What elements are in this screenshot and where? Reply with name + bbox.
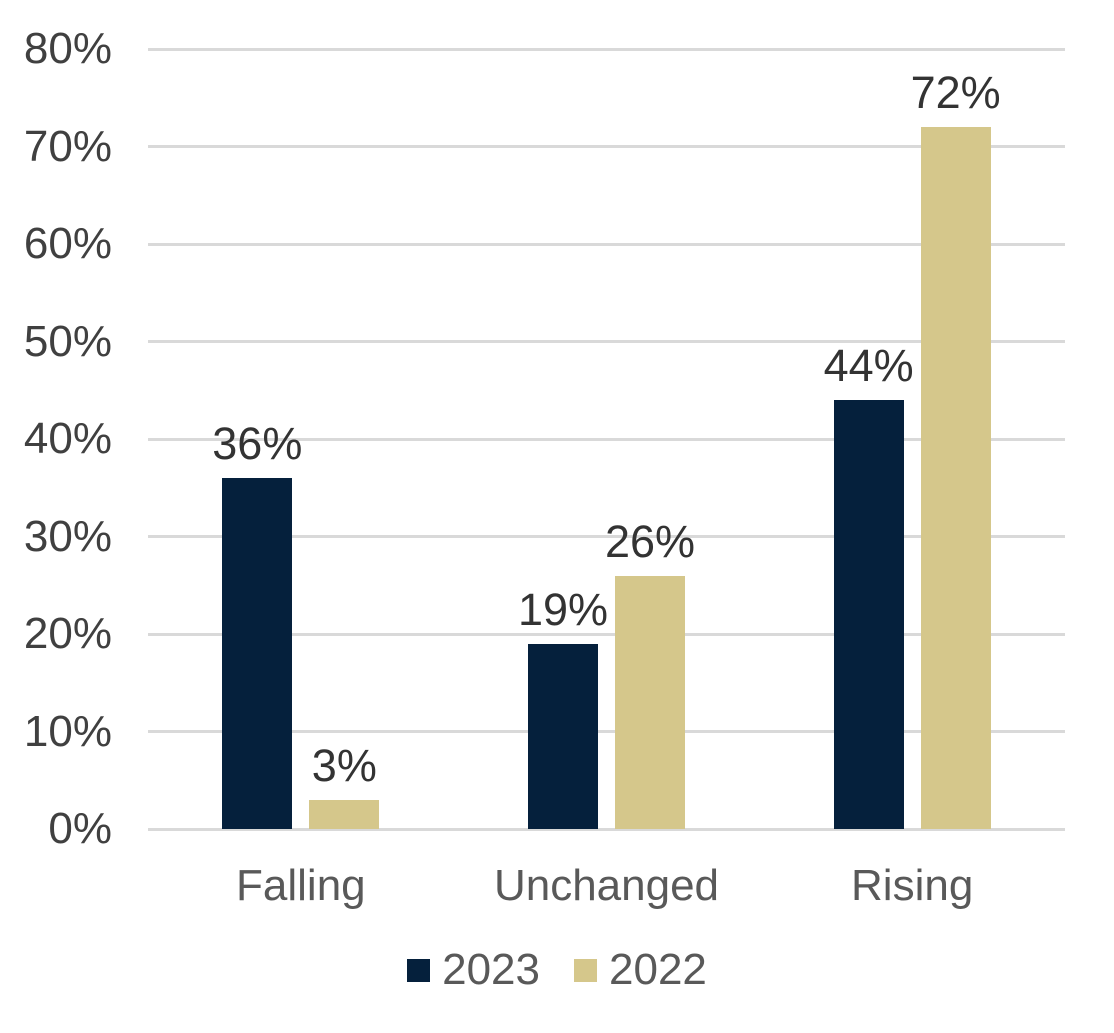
bar-2022-rising (920, 127, 991, 829)
bar-2022-falling (309, 799, 380, 829)
x-category-label-unchanged: Unchanged (493, 861, 720, 910)
gridline-30% (148, 535, 1065, 538)
y-tick-label-30%: 30% (23, 511, 112, 561)
data-label-2022-falling: 3% (311, 739, 377, 791)
legend-item-2022: 2022 (574, 946, 707, 994)
data-label-2023-falling: 36% (212, 418, 303, 469)
y-tick-label-10%: 10% (23, 706, 112, 756)
gridline-60% (148, 242, 1065, 246)
data-label-2023-unchanged: 19% (517, 583, 609, 635)
legend-swatch-2023 (407, 958, 431, 982)
y-tick-label-40%: 40% (23, 414, 112, 463)
legend-item-2023: 2023 (407, 946, 540, 994)
data-label-2023-rising: 44% (823, 340, 914, 391)
bar-2023-rising (833, 400, 904, 829)
data-label-2022-rising: 72% (910, 67, 1001, 118)
legend-label-2022: 2022 (609, 945, 707, 994)
x-category-label-falling: Falling (236, 861, 366, 910)
y-tick-label-70%: 70% (23, 121, 112, 171)
gridline-20% (148, 632, 1065, 636)
gridline-80% (148, 47, 1065, 51)
legend-label-2023: 2023 (442, 945, 540, 994)
gridline-50% (148, 340, 1065, 343)
gridline-40% (148, 437, 1065, 441)
y-tick-label-80%: 80% (23, 24, 112, 73)
bar-2022-unchanged (615, 575, 685, 829)
gridline-10% (148, 730, 1065, 733)
y-tick-label-20%: 20% (23, 609, 112, 658)
bar-2023-unchanged (528, 643, 598, 829)
y-tick-label-0%: 0% (48, 804, 112, 853)
gridline-70% (148, 145, 1065, 148)
y-tick-label-60%: 60% (23, 219, 112, 268)
gridline-0% (148, 827, 1065, 831)
x-category-label-rising: Rising (851, 861, 974, 910)
bar-2023-falling (222, 478, 293, 829)
legend: 2023 2022 (0, 946, 1114, 994)
y-tick-label-50%: 50% (23, 316, 112, 366)
data-label-2022-unchanged: 26% (604, 515, 696, 567)
legend-swatch-2022 (574, 958, 597, 982)
